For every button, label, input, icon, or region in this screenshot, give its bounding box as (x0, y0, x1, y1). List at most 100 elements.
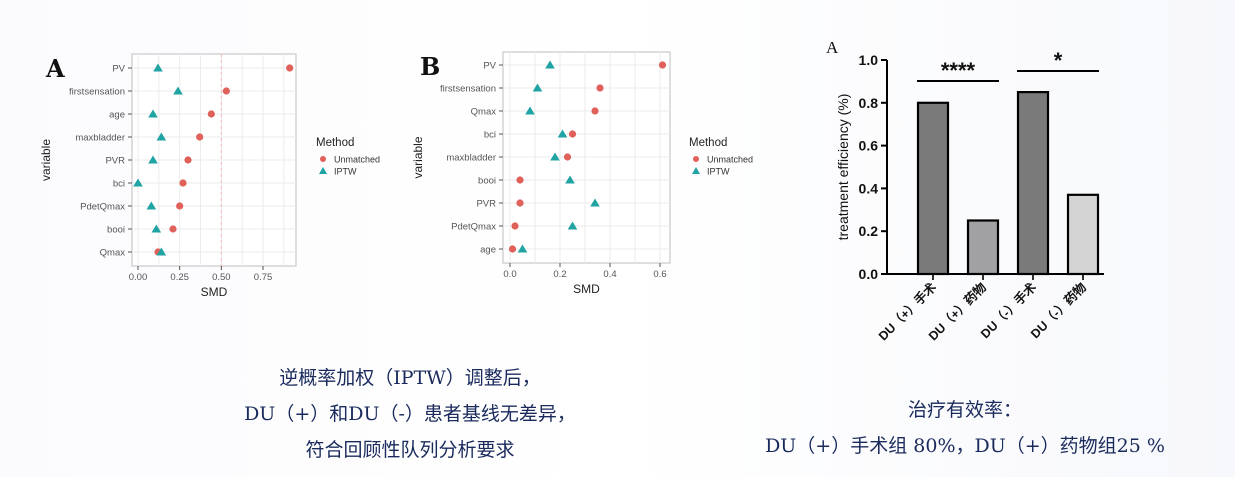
panel-label-b: B (420, 52, 441, 81)
caption-left-line-2: DU（+）和DU（-）患者基线无差异， (244, 403, 576, 425)
circle-icon (693, 156, 699, 162)
y-tick-label: PdetQmax (451, 222, 496, 233)
caption-left-line-1: 逆概率加权（IPTW）调整后， (279, 367, 541, 389)
iptw-point (565, 175, 575, 184)
triangle-icon (692, 167, 700, 174)
x-tick-label: 0.75 (254, 272, 273, 283)
iptw-point (517, 244, 528, 253)
iptw-point (153, 63, 163, 72)
circle-icon (320, 156, 326, 162)
unmatched-point (222, 87, 230, 95)
significance-label: **** (941, 58, 976, 83)
legend-item-label: Unmatched (707, 155, 753, 165)
unmatched-point (516, 176, 524, 184)
y-tick-label: 0.2 (859, 223, 879, 239)
unmatched-point (179, 179, 187, 187)
y-tick-label: PdetQmax (80, 202, 125, 213)
x-tick-label: 0.50 (212, 272, 231, 283)
iptw-point (557, 129, 568, 138)
y-tick-label: age (109, 110, 125, 121)
x-tick-label: 0.6 (653, 269, 666, 280)
panel-label-bar-a: A (826, 38, 839, 57)
treatment-efficiency-bar-chart: 0.0 0.2 0.4 0.6 0.8 1.0 treatment efficiency (… (835, 48, 1104, 343)
triangle-icon (319, 167, 327, 174)
unmatched-point (207, 110, 215, 118)
legend-item-label: IPTW (707, 167, 730, 177)
unmatched-point (169, 225, 177, 233)
caption-left-line-3: 符合回顾性队列分析要求 (305, 439, 515, 461)
legend-item-label: Unmatched (334, 155, 380, 165)
bar (1066, 193, 1100, 276)
legend-item-label: IPTW (334, 167, 357, 177)
iptw-point (173, 86, 183, 95)
unmatched-point (516, 199, 524, 207)
iptw-point (156, 247, 167, 256)
iptw-point (148, 155, 158, 164)
legend: Method Unmatched IPTW (689, 137, 753, 177)
unmatched-point (508, 245, 517, 253)
y-tick-label: booi (107, 225, 125, 236)
x-axis-title: SMD (573, 282, 600, 296)
y-tick-label: PV (483, 61, 496, 72)
y-tick-label: PVR (476, 199, 496, 210)
y-tick-label: Qmax (471, 107, 497, 118)
unmatched-point (184, 156, 192, 164)
iptw-point (146, 201, 157, 210)
y-tick-label: firstsensation (440, 84, 496, 95)
smd-chart-b: PV firstsensation Qmax bci maxbladder booi PVR… (411, 51, 753, 296)
bar (966, 219, 1000, 276)
x-tick-label: 0.0 (503, 269, 516, 280)
unmatched-point (568, 130, 577, 138)
bar (1016, 90, 1050, 276)
y-tick-label: 0.6 (859, 138, 879, 154)
x-tick-label: 0.2 (553, 269, 566, 280)
y-tick-label: PVR (105, 156, 125, 167)
caption-right-line-1: 治疗有效率： (907, 399, 1022, 421)
unmatched-point (196, 133, 204, 141)
y-tick-label: PV (112, 64, 125, 75)
x-tick-label: 0.25 (170, 272, 189, 283)
unmatched-point (286, 64, 294, 72)
iptw-point (532, 83, 543, 92)
significance-label: * (1054, 48, 1063, 73)
legend-title: Method (316, 137, 354, 149)
y-tick-label: 0.8 (859, 95, 879, 111)
unmatched-point (658, 61, 667, 69)
y-tick-label: 1.0 (859, 52, 879, 68)
iptw-point (525, 106, 535, 115)
y-tick-label: firstsensation (69, 87, 125, 98)
iptw-point (148, 109, 158, 118)
y-tick-label: 0.0 (859, 266, 879, 282)
unmatched-point (563, 153, 572, 161)
iptw-point (590, 198, 600, 207)
iptw-point (151, 224, 162, 233)
smd-chart-a: PV firstsensation age maxbladder PVR bci PdetQ… (39, 53, 380, 299)
panel-label-a: A (46, 54, 65, 83)
unmatched-point (591, 107, 599, 115)
y-axis-title: variable (39, 139, 53, 181)
y-tick-label: Qmax (100, 248, 126, 259)
y-axis-title: variable (411, 136, 425, 178)
iptw-point (550, 152, 560, 161)
x-tick-label: 0.4 (603, 269, 616, 280)
iptw-point (133, 178, 143, 187)
y-tick-label: maxbladder (75, 133, 125, 144)
iptw-point (567, 221, 578, 230)
y-tick-label: 0.4 (859, 180, 879, 196)
bar (916, 101, 950, 276)
y-tick-label: booi (478, 176, 496, 187)
y-tick-label: bci (484, 130, 496, 141)
caption-right-line-2: DU（+）手术组 80%，DU（+）药物组25 % (765, 435, 1165, 457)
x-tick-label: 0.00 (129, 272, 148, 283)
iptw-point (545, 60, 555, 69)
unmatched-point (511, 222, 519, 230)
unmatched-point (596, 84, 604, 92)
caption-right: 治疗有效率： DU（+）手术组 80%，DU（+）药物组25 % (700, 392, 1230, 464)
y-tick-label: bci (113, 179, 125, 190)
y-tick-label: age (480, 245, 496, 256)
unmatched-point (176, 202, 184, 210)
legend-title: Method (689, 137, 727, 149)
y-tick-label: maxbladder (446, 153, 496, 164)
iptw-point (156, 132, 167, 141)
y-axis-title: treatment efficiency (%) (835, 94, 851, 241)
